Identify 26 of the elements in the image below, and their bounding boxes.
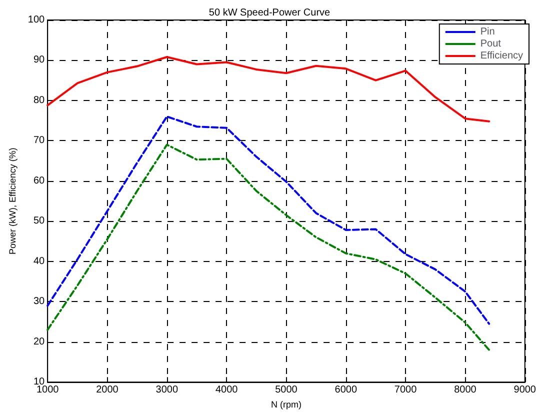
x-tick-label: 8000 xyxy=(454,384,477,396)
x-tick-label: 1000 xyxy=(36,384,60,396)
x-tick-label: 7000 xyxy=(394,384,418,396)
y-tick-label: 80 xyxy=(33,94,46,106)
line-series xyxy=(46,116,490,325)
x-tick-label: 2000 xyxy=(96,384,119,396)
x-tick-label: 9000 xyxy=(514,384,536,396)
legend-label: Pout xyxy=(480,38,502,50)
line-series xyxy=(46,144,490,351)
y-tick-label: 100 xyxy=(28,14,46,26)
x-tick-label: 4000 xyxy=(215,384,238,396)
legend-label: Efficiency xyxy=(480,50,524,62)
x-axis-title: N (rpm) xyxy=(270,400,302,410)
y-tick-label: 90 xyxy=(33,54,46,66)
x-tick-label: 6000 xyxy=(334,384,358,396)
y-tick-label: 70 xyxy=(33,135,46,146)
legend-label: Pin xyxy=(480,26,495,38)
y-tick-label: 60 xyxy=(33,175,46,186)
x-tick-label: 3000 xyxy=(156,384,178,396)
y-tick-label: 30 xyxy=(33,296,46,308)
y-tick-label: 20 xyxy=(33,336,46,348)
x-tick-label: 5000 xyxy=(275,384,298,396)
y-tick-label: 50 xyxy=(33,216,46,227)
y-tick-label: 40 xyxy=(33,256,46,267)
y-axis-title: Power (kW), Efficiency (%) xyxy=(8,148,18,254)
chart-title: 50 kW Speed-Power Curve xyxy=(208,8,331,18)
